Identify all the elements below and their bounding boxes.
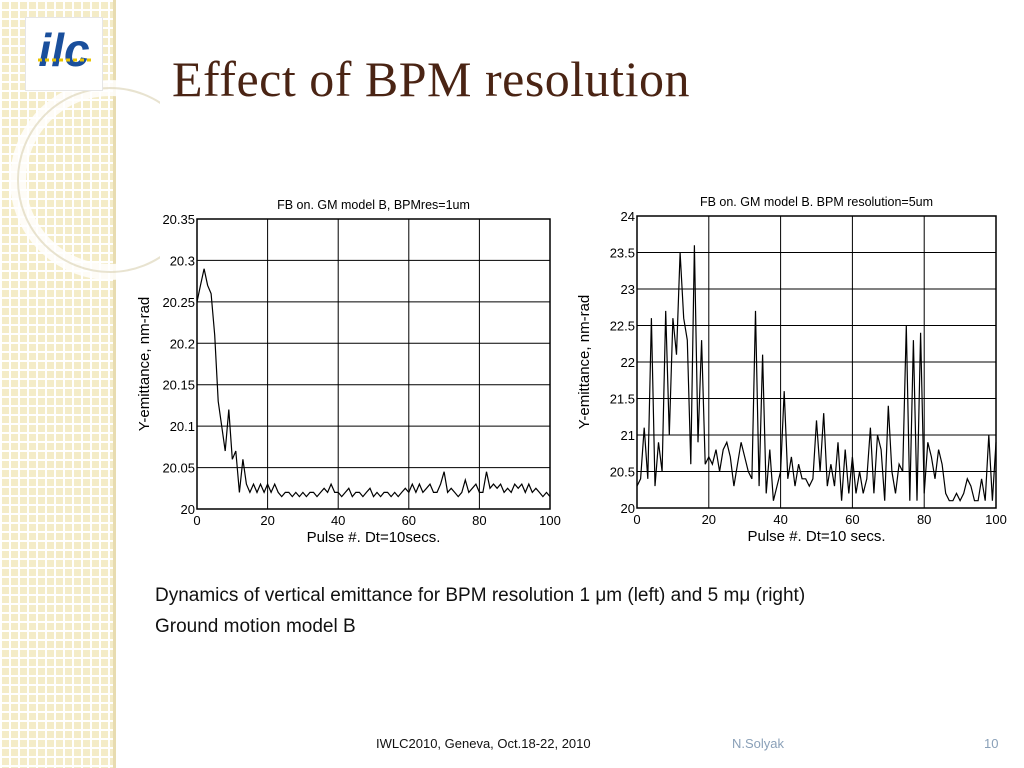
x-tick-label: 20 [260,513,274,528]
x-tick-label: 60 [402,513,416,528]
x-tick-label: 80 [472,513,486,528]
y-axis-label: Y-emittance, nm-rad [576,295,593,430]
y-tick-label: 20.15 [162,378,195,393]
x-tick-label: 60 [845,512,859,527]
footer-author: N.Solyak [732,736,785,751]
ilc-logo: ilc [26,18,102,90]
caption-line-1: Dynamics of vertical emittance for BPM r… [155,585,806,606]
y-tick-label: 20.3 [170,253,195,268]
series-line [636,245,997,503]
chart-right: 0 20 40 60 80 1002020.52121.52222.52323.524FB… [576,195,1007,545]
caption: Dynamics of vertical emittance for BPM r… [155,580,805,642]
y-tick-label: 20.5 [610,465,635,480]
y-tick-label: 20.25 [162,295,195,310]
y-tick-label: 20.35 [162,212,195,227]
x-tick-label: 100 [539,513,561,528]
x-tick-label: 80 [917,512,931,527]
y-tick-label: 22 [621,355,635,370]
y-tick-label: 20.2 [170,336,195,351]
chart-left: 0 20 40 60 80 1002020.0520.120.1520.220.2520.… [136,198,561,546]
plot-frame [196,218,551,510]
y-tick-label: 20.1 [170,419,195,434]
sidebar-edge [113,0,116,768]
decorative-sidebar [0,0,113,768]
x-tick-label: 40 [773,512,787,527]
y-tick-label: 20.05 [162,461,195,476]
chart-title: FB on. GM model B, BPMres=1um [277,198,470,212]
y-tick-label: 20 [181,502,195,517]
decorative-circles [10,80,160,280]
x-axis-label: Pulse #. Dt=10 secs. [748,528,886,545]
y-tick-label: 23.5 [610,246,635,261]
page-number: 10 [984,736,999,751]
plot-frame [636,215,997,509]
y-tick-label: 23 [621,282,635,297]
caption-line-2: Ground motion model B [155,616,356,637]
x-tick-label: 20 [702,512,716,527]
y-axis-label: Y-emittance, nm-rad [136,297,153,432]
x-tick-label: 0 [633,512,640,527]
y-tick-label: 20 [621,501,635,516]
series-line [196,268,551,498]
x-tick-label: 100 [985,512,1007,527]
y-tick-label: 24 [621,209,635,224]
ilc-logo-mark: ilc [38,24,92,76]
x-axis-label: Pulse #. Dt=10secs. [307,529,441,546]
y-tick-label: 22.5 [610,319,635,334]
y-tick-label: 21 [621,428,635,443]
x-tick-label: 0 [193,513,200,528]
y-tick-label: 21.5 [610,392,635,407]
x-tick-label: 40 [331,513,345,528]
slide-title: Effect of BPM resolution [172,51,690,107]
chart-title: FB on. GM model B. BPM resolution=5um [700,195,933,209]
footer-event: IWLC2010, Geneva, Oct.18-22, 2010 [376,736,591,751]
logo-text: ilc [38,24,89,76]
